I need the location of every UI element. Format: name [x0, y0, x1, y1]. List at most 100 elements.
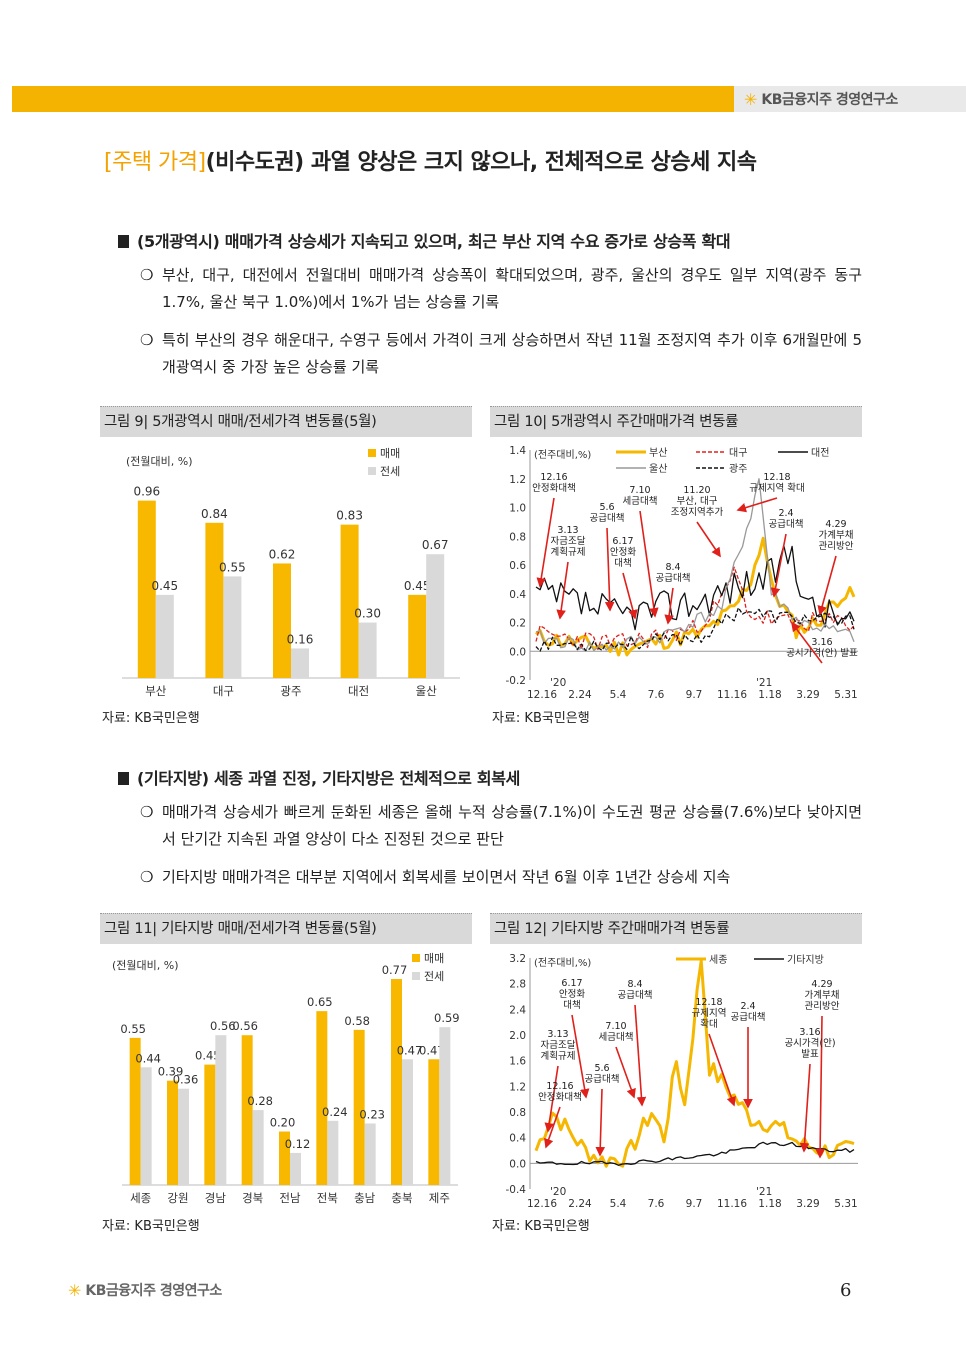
bar-전세 [223, 576, 242, 678]
x-tick-label: 1.18 [758, 689, 781, 701]
data-label: 0.45 [151, 579, 178, 593]
page-title: [주택 가격](비수도권) 과열 양상은 크지 않으나, 전체적으로 상승세 지… [104, 144, 757, 176]
title-text: (비수도권) 과열 양상은 크지 않으나, 전체적으로 상승세 지속 [205, 150, 757, 175]
category-label: 충남 [354, 1191, 376, 1205]
figure-10: 그림 10| 5개광역시 주간매매가격 변동률 [490, 406, 862, 437]
category-label: 부산 [145, 684, 167, 698]
y-tick-label: 0.8 [509, 1107, 526, 1119]
data-label: 0.59 [434, 1011, 460, 1025]
legend-label: 대전 [811, 447, 829, 459]
figure-9-source: 자료: KB국민은행 [102, 711, 200, 726]
section1-bullet-1: ❍ 부산, 대구, 대전에서 전월대비 매매가격 상승폭이 확대되었으며, 광주… [140, 262, 862, 316]
bullet-text: 부산, 대구, 대전에서 전월대비 매매가격 상승폭이 확대되었으며, 광주, … [162, 266, 862, 311]
circle-bullet-icon: ❍ [140, 266, 154, 284]
annotation-label: 2.4 공급대책 [769, 508, 804, 530]
annotation-label: 3.16 공시가격(안) 발표 [786, 637, 858, 659]
figure-9-title: 그림 9| 5개광역시 매매/전세가격 변동률(5월) [100, 406, 472, 437]
data-label: 0.55 [120, 1022, 146, 1036]
annotation-arrow [544, 1065, 559, 1133]
category-label: 경북 [242, 1191, 263, 1205]
data-label: 0.47 [419, 1043, 445, 1057]
x-tick-label: 2.24 [568, 1198, 592, 1210]
annotation-arrow [791, 621, 823, 664]
bar-전세 [290, 1152, 301, 1185]
y-tick-label: -0.2 [506, 675, 527, 687]
data-label: 0.24 [322, 1105, 348, 1119]
year-label: '21 [756, 677, 772, 689]
series-line-울산 [535, 478, 855, 652]
data-label: 0.56 [232, 1019, 258, 1033]
circle-bullet-icon: ❍ [140, 331, 154, 349]
legend-swatch [412, 954, 420, 962]
y-tick-label: 1.2 [509, 1081, 526, 1093]
annotation-arrow [544, 1106, 561, 1149]
legend-swatch [368, 449, 376, 457]
bar-매매 [273, 563, 291, 678]
category-label: 제주 [429, 1191, 450, 1205]
bar-매매 [241, 1035, 253, 1185]
section1-bullet-2: ❍ 특히 부산의 경우 해운대구, 수영구 등에서 가격이 크게 상승하면서 작… [140, 327, 862, 381]
annotation-arrow [622, 572, 638, 620]
y-tick-label: 0.0 [509, 1158, 526, 1170]
section2-heading: (기타지방) 세종 과열 진정, 기타지방은 전체적으로 회복세 [118, 765, 520, 789]
category-label: 대전 [348, 684, 369, 698]
x-tick-label: 11.16 [717, 1198, 747, 1210]
category-label: 울산 [416, 684, 438, 698]
legend-label: 세종 [709, 954, 727, 966]
annotation-label: 7.10 세금대책 [599, 1021, 634, 1043]
category-label: 강원 [167, 1191, 188, 1205]
section1-heading: (5개광역시) 매매가격 상승세가 지속되고 있으며, 최근 부산 지역 수요 … [118, 228, 731, 252]
y-tick-label: 0.8 [509, 531, 526, 543]
bar-전세 [140, 1067, 152, 1185]
data-label: 0.56 [210, 1019, 236, 1033]
header-brand: ✳ KB금융지주 경영연구소 [734, 86, 966, 112]
bar-매매 [167, 1080, 178, 1185]
bar-매매 [129, 1037, 141, 1185]
category-label: 전남 [279, 1191, 301, 1205]
circle-bullet-icon: ❍ [140, 803, 154, 821]
bar-매매 [205, 522, 224, 678]
page-number: 6 [840, 1280, 852, 1301]
annotation-arrow [770, 533, 787, 598]
data-label: 0.83 [336, 509, 363, 523]
annotation-arrow [815, 1015, 825, 1159]
y-tick-label: 1.2 [509, 474, 526, 486]
category-label: 세종 [130, 1191, 151, 1205]
data-label: 0.55 [219, 560, 246, 574]
x-tick-label: 2.24 [568, 689, 592, 701]
legend-swatch [412, 972, 420, 980]
annotation-arrow [696, 521, 721, 558]
y-tick-label: 3.2 [509, 953, 526, 965]
legend-label: 전세 [380, 465, 400, 478]
year-label: '20 [550, 677, 566, 689]
x-tick-label: 12.16 [527, 1198, 557, 1210]
footer-brand-text: KB금융지주 경영연구소 [85, 1283, 222, 1299]
legend-label: 매매 [380, 447, 400, 460]
year-label: '20 [550, 1186, 566, 1198]
kb-logo-icon: ✳ [68, 1280, 82, 1300]
bullet-text: 특히 부산의 경우 해운대구, 수영구 등에서 가격이 크게 상승하면서 작년 … [162, 331, 862, 376]
annotation-label: 12.16 안정화대책 [532, 472, 576, 494]
data-label: 0.96 [133, 485, 160, 499]
x-tick-label: 3.29 [796, 1198, 819, 1210]
data-label: 0.23 [359, 1107, 385, 1121]
category-label: 전북 [317, 1191, 338, 1205]
annotation-arrow [664, 587, 674, 625]
annotation-label: 12.18 규제지역 확대 [749, 472, 804, 494]
square-bullet-icon [118, 235, 129, 248]
chart-unit-label: (전주대비,%) [534, 957, 591, 969]
bar-전세 [426, 554, 445, 678]
y-tick-label: 2.0 [509, 1030, 526, 1042]
annotation-label: 8.4 공급대책 [618, 979, 653, 1001]
figure-12: 그림 12| 기타지방 주간매매가격 변동률 [490, 913, 862, 944]
bar-매매 [137, 500, 156, 678]
data-label: 0.16 [287, 632, 314, 646]
bar-전세 [327, 1120, 339, 1185]
legend-label: 매매 [424, 952, 444, 965]
category-label: 대구 [213, 684, 234, 698]
y-tick-label: 0.4 [509, 589, 526, 601]
bar-매매 [353, 1029, 365, 1185]
bar-전세 [291, 648, 309, 678]
bar-전세 [439, 1027, 451, 1185]
